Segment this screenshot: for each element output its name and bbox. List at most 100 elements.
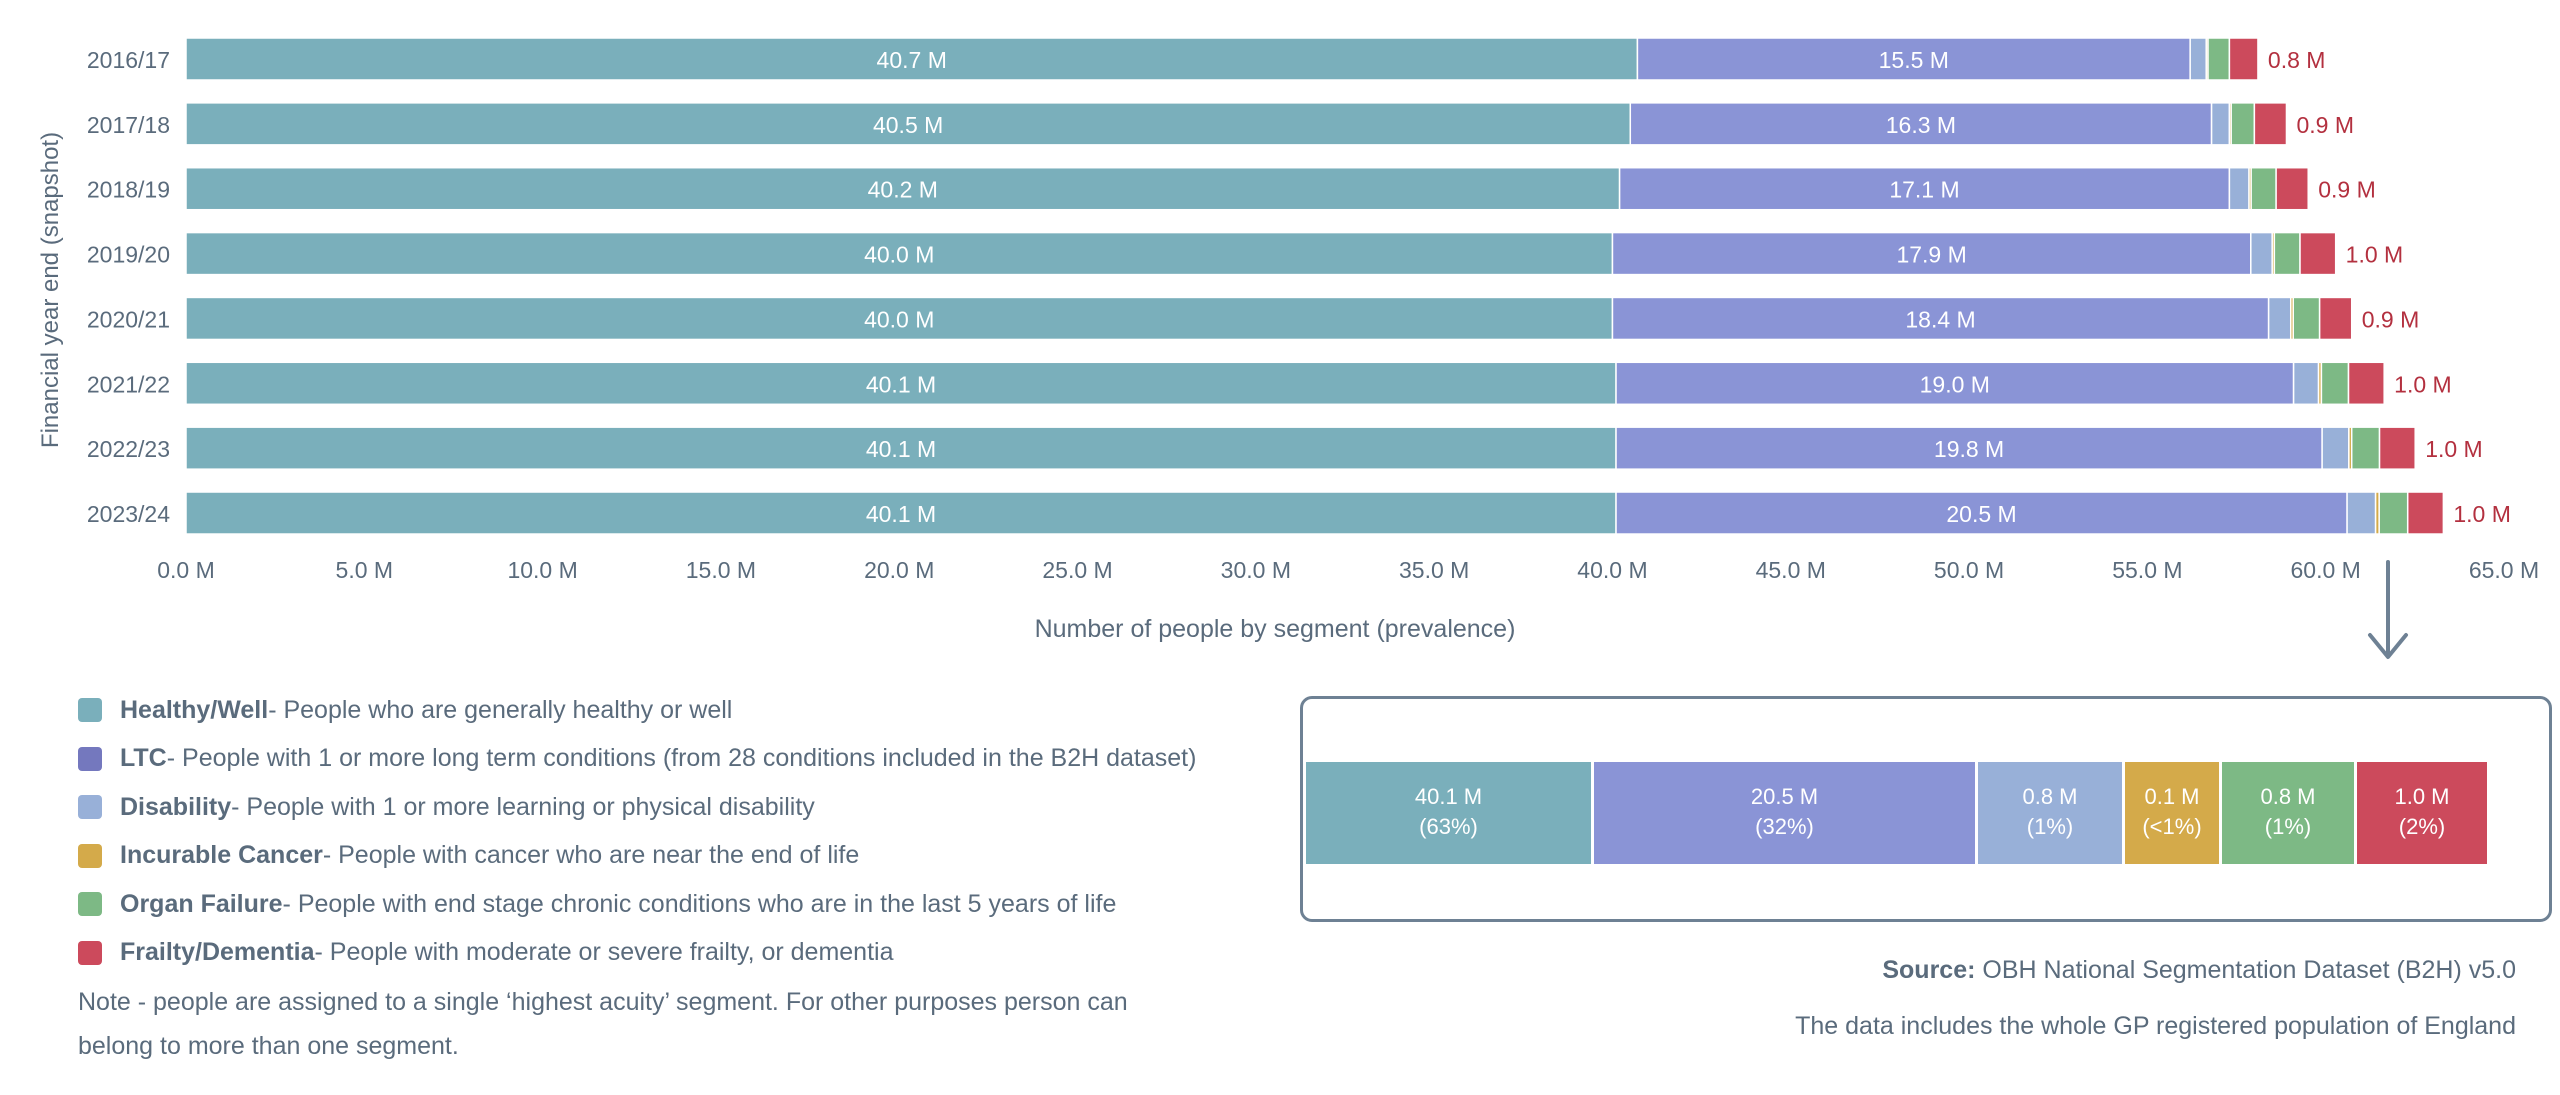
arrow-down-icon	[2368, 633, 2408, 659]
bar-segment	[185, 37, 1639, 81]
legend-swatch	[78, 892, 102, 917]
bar-segment	[2275, 166, 2309, 211]
x-tick-label: 60.0 M	[2291, 557, 2361, 583]
legend-item-healthy-well: Healthy/Well - People who are generally …	[78, 686, 1196, 735]
legend-item-disability: Disability - People with 1 or more learn…	[78, 783, 1196, 832]
inset-segment	[1306, 762, 1591, 864]
x-tick-label: 65.0 M	[2469, 557, 2539, 583]
bar-segment	[2378, 491, 2409, 535]
inset-segment	[2222, 762, 2354, 864]
inset-percent-label: (1%)	[2027, 814, 2073, 839]
category-label: 2021/22	[87, 371, 170, 397]
source-text: OBH National Segmentation Dataset (B2H) …	[1975, 956, 2516, 984]
bar-segment	[2230, 102, 2256, 146]
x-tick-label: 15.0 M	[686, 557, 756, 583]
inset-value-label: 0.1 M	[2144, 784, 2199, 809]
bar-segment	[2347, 361, 2385, 406]
legend-description: - People with 1 or more long term condit…	[166, 744, 1197, 773]
bar-segment	[185, 166, 1621, 211]
bar-segment	[2210, 102, 2231, 146]
x-tick-label: 20.0 M	[864, 557, 934, 583]
coverage-text: The data includes the whole GP registere…	[1795, 1012, 2516, 1040]
bar-segment	[2350, 426, 2381, 470]
legend-item-frailty-dementia: Frailty/Dementia - People with moderate …	[78, 929, 1196, 978]
bar-segment	[1636, 37, 2191, 81]
data-label: 0.9 M	[2318, 177, 2376, 203]
data-label: 40.7 M	[877, 47, 947, 73]
bar-segment	[2250, 166, 2277, 211]
legend-item-organ-failure: Organ Failure - People with end stage ch…	[78, 880, 1196, 929]
legend-swatch	[78, 746, 102, 771]
x-tick-label: 5.0 M	[336, 557, 394, 583]
inset-segment	[1594, 762, 1975, 864]
data-label: 1.0 M	[2453, 501, 2511, 527]
data-label: 0.8 M	[2268, 47, 2326, 73]
data-label: 0.9 M	[2362, 306, 2420, 332]
inset-segment	[2125, 762, 2219, 864]
x-tick-label: 10.0 M	[507, 557, 577, 583]
inset-percent-label: (63%)	[1419, 814, 1478, 839]
data-label: 1.0 M	[2346, 242, 2404, 268]
inset-value-label: 40.1 M	[1415, 784, 1482, 809]
x-tick-label: 30.0 M	[1221, 557, 1291, 583]
data-label: 16.3 M	[1886, 112, 1956, 138]
data-label: 0.9 M	[2296, 112, 2354, 138]
legend: Healthy/Well - People who are generally …	[78, 686, 1196, 977]
bar-segment	[1615, 491, 2348, 535]
source-label: Source:	[1882, 956, 1976, 984]
bar-segment	[2292, 296, 2321, 341]
inset-panel: 40.1 M (63%) 20.5 M (32%) 0.8 M (1%) 0.1 M (<1%…	[1300, 696, 2552, 922]
note-text: Note - people are assigned to a single ‘…	[78, 988, 1128, 1060]
bar-segment	[2228, 166, 2250, 211]
data-label: 19.0 M	[1920, 371, 1990, 397]
inset-value-label: 1.0 M	[2394, 784, 2449, 809]
bar-segment	[2406, 491, 2445, 535]
legend-description: - People with moderate or severe frailty…	[314, 938, 894, 967]
data-label: 40.1 M	[866, 501, 936, 527]
inset-percent-label: (2%)	[2399, 814, 2445, 839]
data-label: 17.9 M	[1896, 242, 1966, 268]
bar-segment	[185, 426, 1617, 470]
data-label: 17.1 M	[1889, 177, 1959, 203]
data-label: 40.0 M	[864, 242, 934, 268]
legend-swatch	[78, 940, 102, 965]
bar-segment	[1618, 166, 2231, 211]
stacked-bar-chart: 2016/17 40.7 M 15.5 M 0.8 M 2017/18 40.5 M 16.…	[37, 37, 2539, 659]
legend-name: Healthy/Well	[120, 695, 269, 724]
bar-segment	[2320, 361, 2350, 406]
bar-segment	[2318, 296, 2353, 341]
data-label: 40.1 M	[866, 371, 936, 397]
legend-description: - People who are generally healthy or we…	[268, 695, 733, 724]
category-label: 2016/17	[87, 47, 170, 73]
data-label: 1.0 M	[2425, 436, 2483, 462]
bar-segment	[1615, 361, 2295, 406]
bar-segment	[2228, 37, 2259, 81]
data-label: 20.5 M	[1946, 501, 2016, 527]
category-label: 2017/18	[87, 112, 170, 138]
legend-swatch	[78, 698, 102, 723]
category-label: 2022/23	[87, 436, 170, 462]
legend-name: Disability	[120, 792, 232, 821]
x-tick-label: 45.0 M	[1756, 557, 1826, 583]
bar-segment	[2273, 231, 2301, 276]
inset-percent-label: (1%)	[2265, 814, 2311, 839]
data-label: 15.5 M	[1879, 47, 1949, 73]
inset-percent-label: (32%)	[1755, 814, 1814, 839]
category-label: 2019/20	[87, 242, 170, 268]
bar-segment	[2189, 37, 2207, 81]
legend-name: Frailty/Dementia	[120, 938, 315, 967]
bar-segment	[2207, 37, 2231, 81]
y-axis-title: Financial year end (snapshot)	[37, 132, 64, 448]
inset-segment	[1978, 762, 2122, 864]
bar-segment	[185, 361, 1617, 406]
bar-segment	[2321, 426, 2350, 470]
x-tick-label: 0.0 M	[157, 557, 215, 583]
data-label: 1.0 M	[2394, 371, 2452, 397]
bar-segment	[2378, 426, 2416, 470]
bar-segment	[1615, 426, 2323, 470]
data-label: 18.4 M	[1905, 306, 1975, 332]
legend-description: - People with end stage chronic conditio…	[282, 889, 1117, 918]
inset-segment	[2357, 762, 2487, 864]
inset-value-label: 20.5 M	[1751, 784, 1818, 809]
legend-name: Incurable Cancer	[120, 841, 323, 870]
